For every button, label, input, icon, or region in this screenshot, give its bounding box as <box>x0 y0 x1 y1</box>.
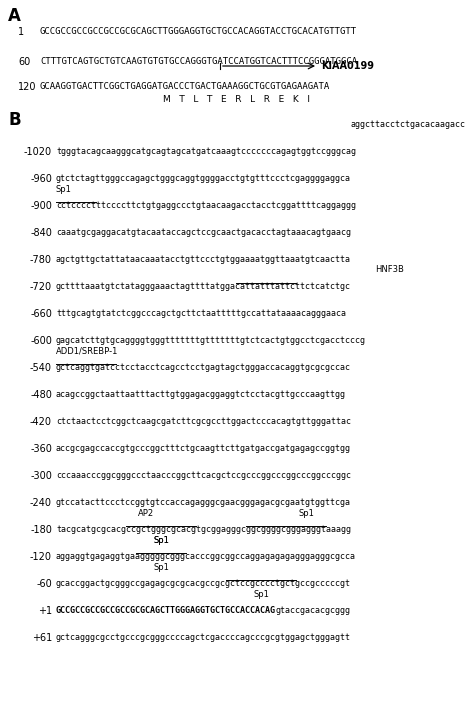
Text: Sp1: Sp1 <box>153 563 169 572</box>
Text: -840: -840 <box>30 228 52 238</box>
Text: -180: -180 <box>30 525 52 535</box>
Text: 60: 60 <box>18 57 30 67</box>
Text: Sp1: Sp1 <box>56 185 72 194</box>
Text: cccaaacccggcgggccctaacccggcttcacgctccgcccggcccggcccggcccggc: cccaaacccggcgggccctaacccggcttcacgctccgcc… <box>56 471 351 480</box>
Text: Sp1: Sp1 <box>253 590 269 599</box>
Text: -600: -600 <box>30 336 52 346</box>
Text: acagccggctaattaatttacttgtggagacggaggtctcctacgttgcccaagttgg: acagccggctaattaatttacttgtggagacggaggtctc… <box>56 390 346 399</box>
Text: -240: -240 <box>30 498 52 508</box>
Text: ADD1/SREBP-1: ADD1/SREBP-1 <box>56 347 118 356</box>
Text: -480: -480 <box>30 390 52 400</box>
Text: M   T   L   T   E   R   L   R   E   K   I: M T L T E R L R E K I <box>164 95 310 104</box>
Text: tttgcagtgtatctcggcccagctgcttctaatttttgccattataaaacagggaaca: tttgcagtgtatctcggcccagctgcttctaatttttgcc… <box>56 309 346 318</box>
Text: agctgttgctattataacaaatacctgttccctgtggaaaatggttaaatgtcaactta: agctgttgctattataacaaatacctgttccctgtggaaa… <box>56 255 351 264</box>
Text: aggcttacctctgacacaagacc: aggcttacctctgacacaagacc <box>351 120 466 129</box>
Text: gagcatcttgtgcaggggtgggtttttttgtttttttgtctcactgtggcctcgacctcccg: gagcatcttgtgcaggggtgggtttttttgtttttttgtc… <box>56 336 366 345</box>
Text: -540: -540 <box>30 363 52 373</box>
Text: AP2: AP2 <box>138 509 154 518</box>
Text: +1: +1 <box>38 606 52 616</box>
Text: accgcgagccaccgtgcccggctttctgcaagttcttgatgaccgatgagagccggtgg: accgcgagccaccgtgcccggctttctgcaagttcttgat… <box>56 444 351 453</box>
Text: gtaccgacacgcggg: gtaccgacacgcggg <box>276 606 351 615</box>
Text: HNF3B: HNF3B <box>375 265 404 274</box>
Text: A: A <box>8 7 21 25</box>
Text: -60: -60 <box>36 579 52 589</box>
Text: -900: -900 <box>30 201 52 211</box>
Text: Sp1: Sp1 <box>153 536 169 545</box>
Text: -360: -360 <box>30 444 52 454</box>
Text: gtccatacttccctccggtgtccaccagagggcgaacgggagacgcgaatgtggttcga: gtccatacttccctccggtgtccaccagagggcgaacggg… <box>56 498 351 507</box>
Text: -1020: -1020 <box>24 147 52 157</box>
Text: GCAAGGTGACTTCGGCTGAGGATGACCCTGACTGAAAGGCTGCGTGAGAAGATA: GCAAGGTGACTTCGGCTGAGGATGACCCTGACTGAAAGGC… <box>40 82 330 91</box>
Text: tgggtacagcaagggcatgcagtagcatgatcaaagtcccccccagagtggtccgggcag: tgggtacagcaagggcatgcagtagcatgatcaaagtccc… <box>56 147 356 156</box>
Text: Sp1: Sp1 <box>153 536 169 545</box>
Text: KIAA0199: KIAA0199 <box>321 61 374 71</box>
Text: Sp1: Sp1 <box>298 509 314 518</box>
Text: ctctaactcctcggctcaagcgatcttcgcgccttggactcccacagtgttgggattac: ctctaactcctcggctcaagcgatcttcgcgccttggact… <box>56 417 351 426</box>
Text: +61: +61 <box>32 633 52 643</box>
Text: tacgcatgcgcacgccgctgggcgcacgtgcggagggcggcggggcgggagggtaaagg: tacgcatgcgcacgccgctgggcgcacgtgcggagggcgg… <box>56 525 351 534</box>
Text: cctcccctttccccttctgtgaggccctgtaacaagacctacctcggattttcaggaggg: cctcccctttccccttctgtgaggccctgtaacaagacct… <box>56 201 356 210</box>
Text: gctcaggtgatcctcctacctcagcctcctgagtagctgggaccacaggtgcgcgccac: gctcaggtgatcctcctacctcagcctcctgagtagctgg… <box>56 363 351 372</box>
Text: -780: -780 <box>30 255 52 265</box>
Text: -720: -720 <box>30 282 52 292</box>
Text: -120: -120 <box>30 552 52 562</box>
Text: GCCGCCGCCGCCGCCGCGCAGCTTGGGAGGTGCTGCCACAGGTACCTGCACATGTTGTT: GCCGCCGCCGCCGCCGCGCAGCTTGGGAGGTGCTGCCACA… <box>40 27 357 36</box>
Text: caaatgcgaggacatgtacaataccagctccgcaactgacacctagtaaacagtgaacg: caaatgcgaggacatgtacaataccagctccgcaactgac… <box>56 228 351 237</box>
Text: -960: -960 <box>30 174 52 184</box>
Text: 120: 120 <box>18 82 36 92</box>
Text: 1: 1 <box>18 27 24 37</box>
Text: gctcagggcgcctgcccgcgggccccagctcgaccccagcccgcgtggagctgggagtt: gctcagggcgcctgcccgcgggccccagctcgaccccagc… <box>56 633 351 642</box>
Text: B: B <box>8 111 21 129</box>
Text: CTTTGTCAGTGCTGTCAAGTGTGTGCCAGGGTGATCCATGGTCACTTTCCGGGATGGCA: CTTTGTCAGTGCTGTCAAGTGTGTGCCAGGGTGATCCATG… <box>40 57 357 66</box>
Text: -660: -660 <box>30 309 52 319</box>
Text: gtctctagttgggccagagctgggcaggtggggacctgtgtttccctcgaggggaggca: gtctctagttgggccagagctgggcaggtggggacctgtg… <box>56 174 351 183</box>
Text: aggaggtgagaggtgaagggggcgggcacccggcggccaggagagagagggagggcgcca: aggaggtgagaggtgaagggggcgggcacccggcggccag… <box>56 552 356 561</box>
Text: GCCGCCGCCGCCGCCGCGCAGCTTGGGAGGTGCTGCCACCACAG: GCCGCCGCCGCCGCCGCGCAGCTTGGGAGGTGCTGCCACC… <box>56 606 276 615</box>
Text: gcaccggactgcgggccgagagcgcgcacgccgcgctccgcccctgctgccgcccccgt: gcaccggactgcgggccgagagcgcgcacgccgcgctccg… <box>56 579 351 588</box>
Text: -420: -420 <box>30 417 52 427</box>
Text: gcttttaaatgtctatagggaaactagttttatggacattatttattcttctcatctgc: gcttttaaatgtctatagggaaactagttttatggacatt… <box>56 282 351 291</box>
Text: -300: -300 <box>30 471 52 481</box>
